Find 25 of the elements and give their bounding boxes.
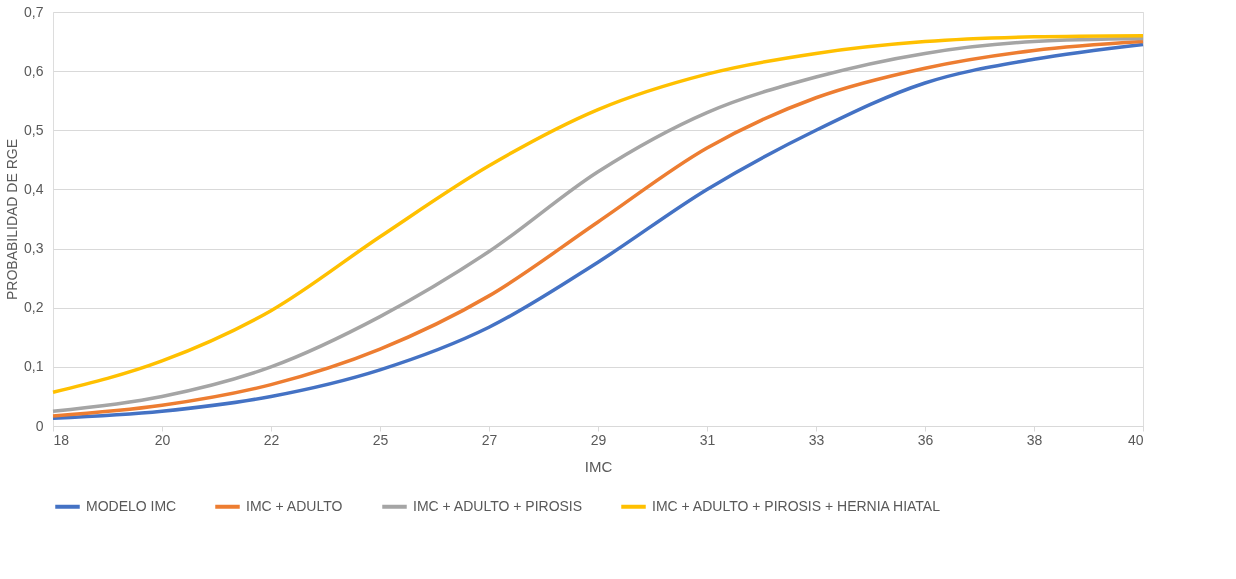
legend-label: IMC + ADULTO + PIROSIS (413, 497, 583, 514)
y-tick-label: 0,3 (24, 240, 44, 257)
y-tick-label: 0,2 (24, 299, 44, 316)
y-tick-label: 0 (35, 417, 44, 434)
x-tick-label: 18 (53, 431, 70, 448)
x-tick-label: 29 (590, 431, 607, 448)
y-tick-label: 0,1 (24, 358, 44, 375)
legend-label: IMC + ADULTO (246, 497, 343, 514)
y-tick-label: 0,6 (24, 62, 44, 79)
x-tick-label: 31 (699, 431, 716, 448)
x-tick-label: 40 (1127, 431, 1144, 448)
x-tick-label: 33 (808, 431, 825, 448)
legend-label: IMC + ADULTO + PIROSIS + HERNIA HIATAL (652, 497, 941, 514)
x-axis-title: IMC (584, 457, 613, 475)
y-tick-label: 0,4 (24, 180, 44, 197)
y-tick-label: 0,5 (24, 121, 44, 138)
x-tick-label: 38 (1026, 431, 1043, 448)
x-tick-label: 25 (372, 431, 389, 448)
y-axis-title: PROBABILIDAD DE RGE (4, 138, 21, 301)
x-tick-label: 27 (481, 431, 498, 448)
x-tick-label: 20 (154, 431, 171, 448)
x-tick-label: 22 (263, 431, 280, 448)
legend-label: MODELO IMC (86, 497, 177, 514)
x-tick-label: 36 (917, 431, 934, 448)
y-tick-label: 0,7 (24, 3, 44, 20)
